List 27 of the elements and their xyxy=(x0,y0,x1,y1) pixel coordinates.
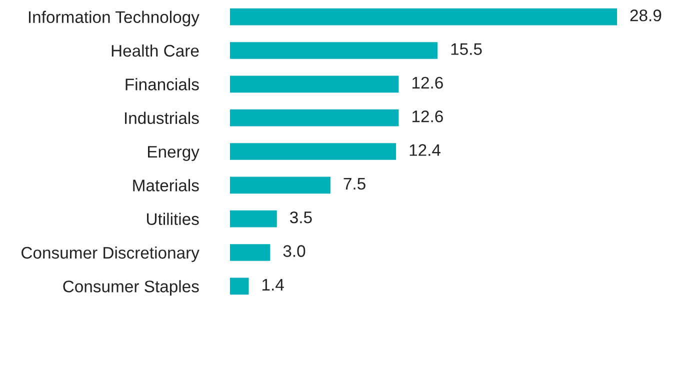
y-tick-label: Industrials xyxy=(125,112,199,124)
data-label: 12.6 xyxy=(412,110,443,122)
y-tick-label: Financials xyxy=(126,78,199,90)
y-tick-label: Health Care xyxy=(112,44,199,57)
data-label: 1.4 xyxy=(262,279,284,290)
data-label: 7.5 xyxy=(344,178,366,190)
data-label: 15.5 xyxy=(451,43,482,55)
y-tick-label: Utilities xyxy=(147,212,199,226)
data-label: 3.5 xyxy=(290,212,312,224)
y-tick-label: Consumer Staples xyxy=(63,280,199,296)
bar xyxy=(230,109,399,126)
bar xyxy=(230,8,617,26)
data-label: 28.9 xyxy=(630,10,662,22)
bar xyxy=(230,42,438,59)
y-tick-label: Energy xyxy=(148,146,200,161)
bar xyxy=(230,278,249,295)
bar xyxy=(230,244,270,261)
data-label: 12.6 xyxy=(412,76,443,89)
y-tick-label: Materials xyxy=(133,179,199,192)
y-tick-label: Consumer Discretionary xyxy=(22,246,200,262)
data-label: 3.0 xyxy=(283,245,306,257)
bar xyxy=(230,176,330,194)
data-label: 12.4 xyxy=(410,144,440,156)
y-tick-label: Information Technology xyxy=(28,10,200,26)
bar xyxy=(230,143,396,160)
bar xyxy=(230,210,277,228)
bar xyxy=(230,76,399,93)
